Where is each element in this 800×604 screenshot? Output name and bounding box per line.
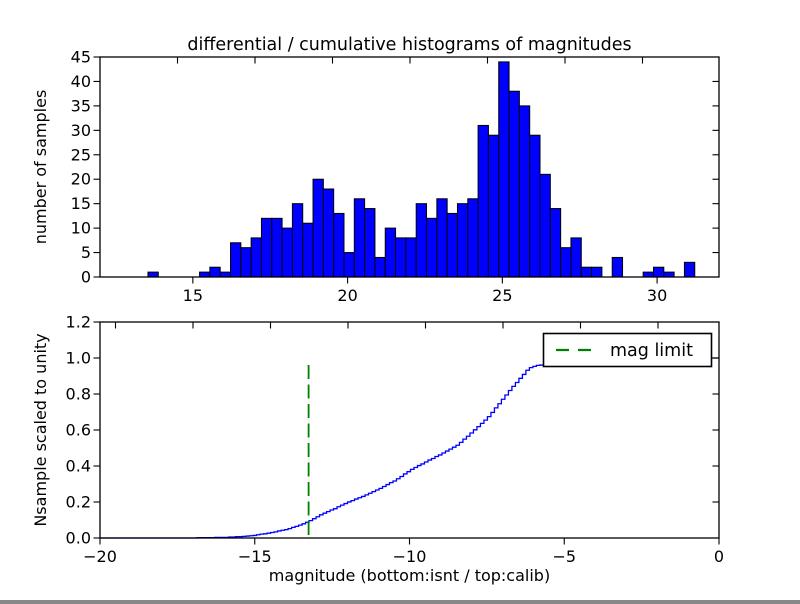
cumulative-curve [100, 357, 719, 539]
legend: mag limit [542, 332, 713, 368]
histogram-bar [240, 247, 252, 278]
top-plot-x-tick-label: 30 [647, 286, 667, 305]
top-plot-y-tick-label: 5 [81, 243, 91, 262]
histogram-bar [374, 256, 386, 278]
histogram-bar [147, 271, 159, 278]
histogram-bar [271, 217, 283, 278]
histogram-bar [683, 261, 696, 278]
histogram-bar [312, 178, 324, 278]
histogram-bar [652, 266, 665, 278]
histogram-bar [436, 198, 448, 278]
histogram-bar [426, 217, 438, 278]
bottom-plot-x-tick-label: −20 [83, 547, 117, 566]
histogram-bar [219, 271, 232, 278]
bottom-plot-y-tick-label: 1.2 [66, 313, 91, 332]
histogram-bar [446, 212, 458, 278]
figure-title: differential / cumulative histograms of … [187, 35, 631, 55]
top-plot-y-tick-label: 30 [71, 121, 91, 140]
top-plot-y-tick-label: 0 [81, 268, 91, 287]
histogram-bar [591, 266, 603, 278]
histogram-bar [333, 212, 345, 278]
histogram-bar [570, 237, 582, 278]
histogram-bar [291, 203, 304, 278]
histogram-bar [663, 271, 675, 278]
histogram-bar [322, 188, 335, 278]
bottom-plot-y-tick-label: 0.6 [66, 421, 91, 440]
histogram-bar [508, 90, 520, 278]
top-plot-y-tick-label: 20 [71, 170, 91, 189]
top-plot-y-tick-label: 25 [71, 145, 91, 164]
bottom-plot-x-tick-label: −10 [393, 547, 427, 566]
histogram-bar [281, 227, 293, 278]
top-plot-x-tick-label: 15 [183, 286, 203, 305]
histogram-bar [642, 271, 654, 278]
histogram-bar [384, 227, 397, 278]
bottom-y-axis-label: Nsample scaled to unity [31, 333, 50, 526]
histogram-bar [529, 134, 541, 278]
bottom-plot-y-tick-label: 1.0 [66, 349, 91, 368]
top-plot-y-tick-label: 40 [71, 72, 91, 91]
histogram-bar [302, 222, 314, 278]
legend-box [542, 332, 713, 368]
bottom-plot-y-tick-label: 0.8 [66, 385, 91, 404]
histogram-bar [498, 61, 510, 278]
histogram-bar [539, 173, 551, 278]
bottom-plot-y-tick-label: 0.0 [66, 529, 91, 548]
histogram-bar [199, 271, 211, 278]
histogram-bar [456, 203, 469, 278]
histogram-bar [518, 105, 531, 278]
histogram-bar [230, 242, 242, 278]
histogram-bar [611, 256, 624, 278]
histogram-bar [405, 237, 417, 278]
legend-label: mag limit [610, 341, 693, 361]
top-plot-y-tick-label: 35 [71, 96, 91, 115]
histogram-bar [353, 198, 366, 278]
top-y-axis-label: number of samples [31, 90, 50, 245]
histogram-bar [364, 208, 376, 278]
histogram-bar [580, 266, 593, 278]
histogram-bar [395, 237, 407, 278]
histogram-bar [487, 134, 500, 278]
top-plot-x-tick-label: 25 [492, 286, 512, 305]
top-plot-y-tick-label: 15 [71, 194, 91, 213]
histogram-bar [415, 203, 428, 278]
histogram-bar [343, 252, 355, 278]
histogram-bar [467, 198, 479, 278]
histogram-bar [549, 208, 562, 278]
top-plot-y-tick-label: 45 [71, 48, 91, 67]
histogram-bar [209, 266, 221, 278]
bottom-x-axis-label: magnitude (bottom:isnt / top:calib) [269, 566, 550, 585]
top-plot-x-tick-label: 20 [337, 286, 357, 305]
histogram-bar [560, 247, 572, 278]
static-text-overlay: differential / cumulative histograms of … [31, 35, 713, 585]
histogram-bar [250, 237, 262, 278]
bottom-plot-x-tick-label: 0 [714, 547, 724, 566]
bottom-plot-x-tick-label: −15 [238, 547, 272, 566]
bottom-plot-y-tick-label: 0.4 [66, 457, 91, 476]
bottom-plot-x-tick-label: −5 [552, 547, 576, 566]
bottom-plot-y-tick-label: 0.2 [66, 493, 91, 512]
top-plot-y-tick-label: 10 [71, 219, 91, 238]
histogram-bar [260, 217, 273, 278]
histogram-bar [477, 124, 489, 278]
